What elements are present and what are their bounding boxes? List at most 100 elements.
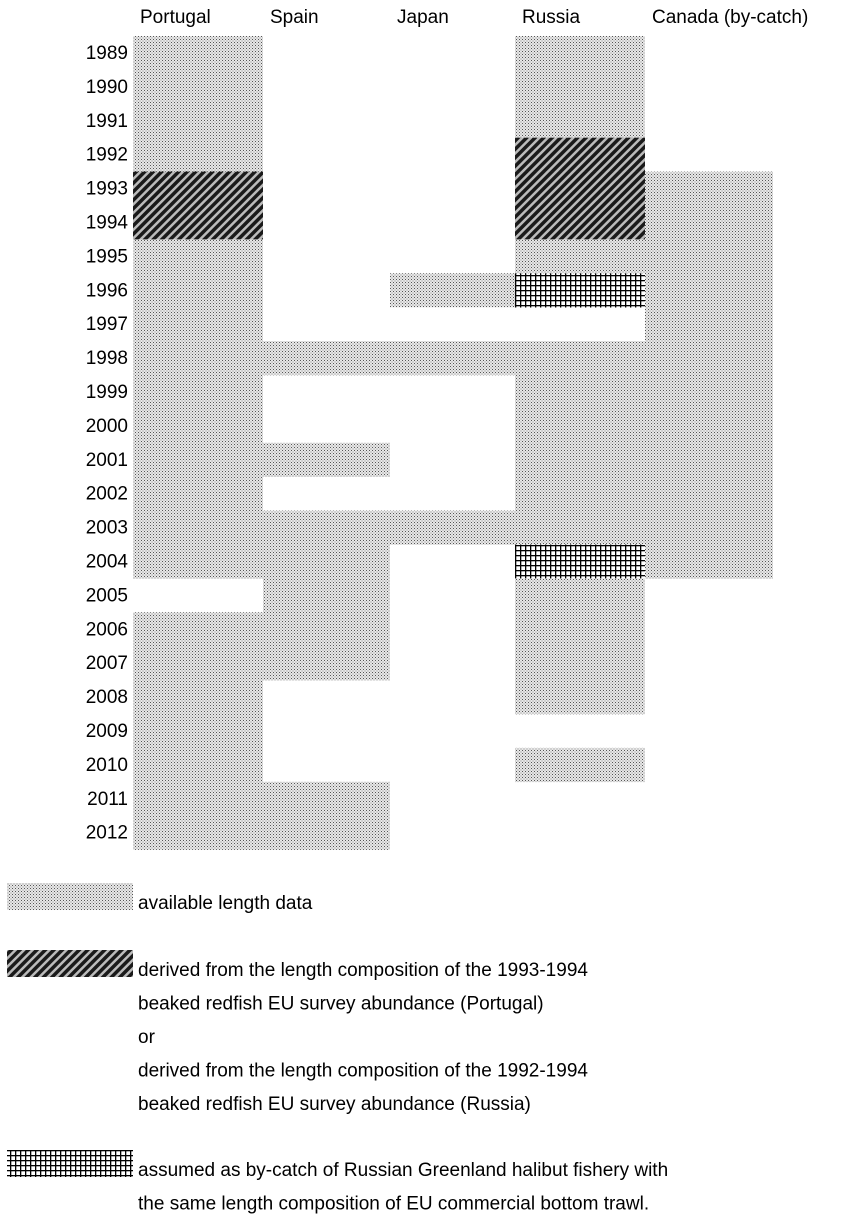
year-label: 2004 [86,551,129,572]
year-label: 2003 [86,518,128,539]
cell-dots [133,815,263,850]
year-label: 2011 [87,789,128,810]
cell-dots [263,646,390,681]
cell-dots [645,239,773,274]
cell-dots [133,612,263,647]
year-label: 1999 [86,382,128,403]
column-header: Russia [522,7,581,28]
cell-dots [263,815,390,850]
cell-dots [515,510,645,545]
cell-dots [645,341,773,376]
cell-dots [133,307,263,342]
legend-text: beaked redfish EU survey abundance (Port… [138,994,544,1015]
year-label: 2007 [86,653,128,674]
year-label: 1991 [86,111,128,132]
cell-dots [515,476,645,511]
cell-dots [390,273,515,308]
cell-dots [645,375,773,410]
cell-dots [645,273,773,308]
legend-text: the same length composition of EU commer… [138,1194,649,1215]
cell-dots [515,408,645,444]
cell-dots [645,544,773,579]
cell-dots [133,544,263,579]
legend-text: beaked redfish EU survey abundance (Russ… [138,1094,531,1115]
cell-dots [133,375,263,410]
legend-text: or [138,1027,156,1048]
legend-swatch [7,883,133,910]
cell-grid [515,544,645,579]
cell-dots [645,442,773,477]
year-label: 2010 [86,755,128,776]
cell-dots [263,341,390,376]
cell-dots [133,747,263,783]
cell-dots [515,103,645,138]
cell-dots [133,442,263,477]
year-label: 2005 [86,585,128,606]
cell-dots [133,273,263,308]
column-header: Japan [397,7,449,28]
column-header: Spain [270,7,319,28]
year-label: 2006 [86,619,128,640]
cell-dots [133,476,263,511]
cell-dots [645,307,773,342]
cell-dots [645,205,773,240]
column-header: Portugal [140,7,211,28]
cell-dots [133,341,263,376]
cell-dots [263,781,390,816]
cell-dots [263,578,390,613]
cell-dots [133,239,263,274]
year-label: 1990 [86,77,128,98]
cell-dots [515,578,645,613]
legend-text: derived from the length composition of t… [138,960,588,981]
cell-hatch [515,171,645,206]
cell-dots [515,442,645,477]
cell-dots [645,510,773,545]
year-label: 1996 [86,280,128,301]
year-label: 2008 [86,687,128,708]
year-label: 2001 [86,450,128,471]
cell-dots [515,239,645,274]
year-label: 1989 [86,43,128,64]
year-label: 1994 [86,212,129,233]
year-label: 2002 [86,484,128,505]
year-label: 2000 [86,416,128,437]
cell-dots [390,510,515,545]
cell-dots [645,408,773,444]
cell-hatch [133,171,263,206]
cell-dots [515,680,645,715]
cell-dots [515,36,645,71]
cell-dots [515,375,645,410]
legend-text: available length data [138,893,313,914]
cell-dots [515,69,645,105]
year-label: 1998 [86,348,128,369]
cell-dots [133,137,263,172]
cell-hatch [133,205,263,240]
cell-dots [263,442,390,477]
cell-dots [515,612,645,647]
year-label: 2009 [86,721,128,742]
cell-dots [133,510,263,545]
cell-dots [133,714,263,749]
cell-dots [133,36,263,71]
cell-dots [263,612,390,647]
legend-text: derived from the length composition of t… [138,1061,588,1082]
cell-grid [515,273,645,308]
cell-hatch [515,205,645,240]
cell-dots [133,103,263,138]
cell-dots [645,171,773,206]
cell-dots [515,646,645,681]
cell-hatch [515,137,645,172]
cell-dots [515,341,645,376]
legend-swatch [7,950,133,977]
cell-dots [133,781,263,816]
year-label: 1995 [86,246,128,267]
legend-swatch [7,1150,133,1177]
year-label: 1992 [86,145,128,166]
cell-dots [263,544,390,579]
column-header: Canada (by-catch) [652,7,808,28]
cell-dots [133,408,263,444]
cell-dots [515,747,645,783]
year-label: 1997 [86,314,128,335]
